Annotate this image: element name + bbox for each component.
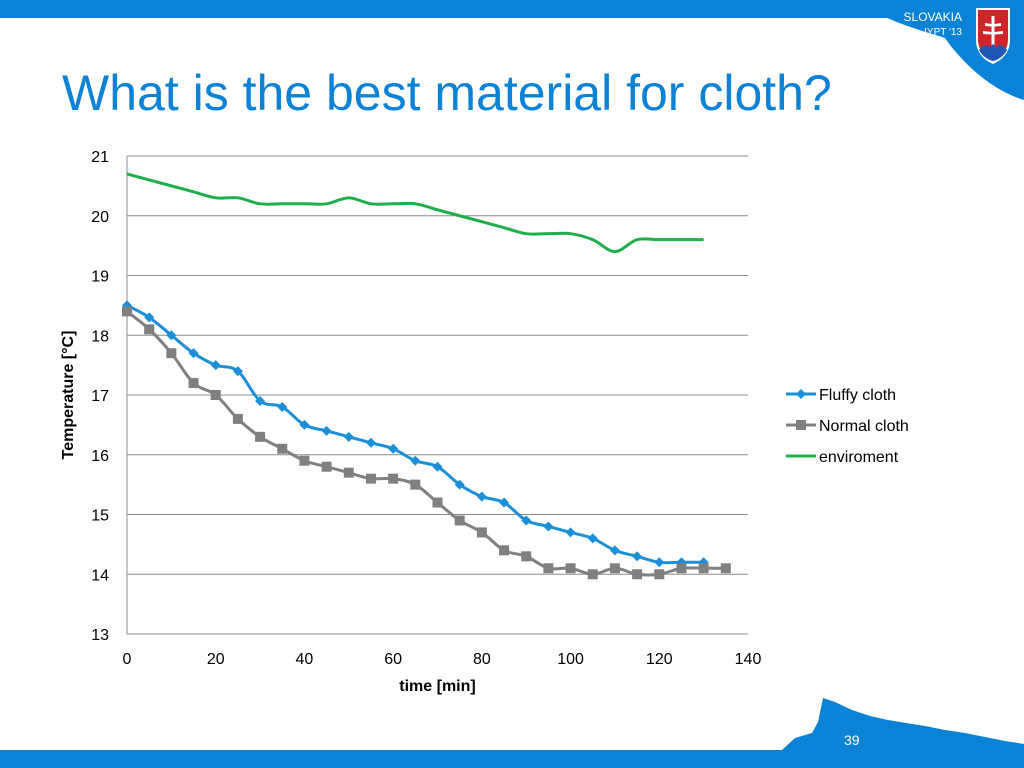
data-point-series-0 [365,437,376,448]
data-point-series-0 [609,545,620,556]
data-point-series-1 [210,390,221,400]
data-point-series-0 [565,527,576,538]
brand-block: SLOVAKIA IYPT '13 [904,10,962,40]
data-point-series-0 [432,461,443,472]
data-point-series-0 [499,497,510,508]
bottom-banner [0,750,1024,768]
data-point-series-1 [410,479,421,490]
data-point-series-0 [454,479,465,490]
x-tick-label: 0 [123,651,132,668]
data-point-series-0 [321,425,332,436]
data-point-series-1 [654,569,665,580]
data-point-series-1 [499,545,510,556]
slovak-coat-of-arms-icon [976,8,1010,64]
legend-swatch-marker [796,420,806,430]
data-point-series-0 [166,330,177,341]
data-point-series-1 [343,467,354,478]
data-point-series-0 [299,419,310,430]
data-point-series-1 [277,443,288,454]
y-tick-label: 18 [91,328,109,345]
data-point-series-0 [410,455,421,466]
y-axis-title: Temperature [°C] [60,331,77,460]
data-point-series-1 [698,563,709,574]
data-point-series-0 [343,431,354,442]
x-tick-label: 140 [735,651,762,668]
series-line-1 [126,310,726,577]
y-tick-label: 19 [91,269,109,286]
y-tick-label: 20 [91,209,109,226]
y-tick-label: 15 [91,508,109,525]
data-point-series-1 [166,348,177,359]
data-point-series-1 [565,563,576,574]
data-point-series-1 [587,569,598,580]
data-point-series-0 [277,401,288,412]
data-point-series-1 [454,515,465,526]
data-point-series-1 [122,306,132,317]
data-point-series-0 [255,395,266,406]
data-point-series-0 [654,557,665,568]
data-point-series-1 [299,455,310,466]
data-point-series-0 [188,348,199,359]
data-point-series-1 [476,527,487,538]
y-tick-label: 14 [91,567,109,584]
x-tick-label: 40 [296,651,314,668]
top-banner [0,0,1024,18]
x-tick-label: 100 [557,651,584,668]
data-point-series-1 [144,324,155,335]
data-point-series-1 [720,563,731,574]
data-point-series-0 [388,443,399,454]
page-number: 39 [844,732,860,748]
data-point-series-0 [587,533,598,544]
legend-label: Fluffy cloth [819,387,896,404]
legend-swatch-marker [796,389,806,399]
data-point-series-1 [321,461,332,472]
data-point-series-0 [476,491,487,502]
brand-country: SLOVAKIA [903,10,962,24]
y-tick-label: 17 [91,388,109,405]
x-tick-label: 60 [384,651,402,668]
y-tick-label: 13 [91,627,109,644]
data-point-series-1 [432,497,443,508]
data-point-series-0 [543,521,554,532]
y-tick-label: 21 [91,149,109,166]
series-line-2 [126,172,704,254]
data-point-series-0 [210,360,221,371]
data-point-series-1 [365,473,376,484]
data-point-series-1 [676,563,687,574]
data-point-series-0 [232,366,243,377]
x-tick-label: 20 [207,651,225,668]
data-point-series-0 [521,515,532,526]
data-point-series-1 [521,551,532,562]
brand-event: IYPT '13 [924,27,962,38]
x-tick-label: 80 [473,651,491,668]
slide-title: What is the best material for cloth? [62,65,832,121]
data-point-series-0 [144,312,155,323]
legend-label: enviroment [819,449,899,466]
data-point-series-1 [188,378,199,389]
y-tick-label: 16 [91,448,109,465]
data-point-series-1 [543,563,554,574]
data-point-series-1 [609,563,620,574]
x-axis-title: time [min] [399,678,475,695]
data-point-series-1 [632,569,643,580]
x-tick-label: 120 [646,651,673,668]
data-point-series-1 [232,413,243,424]
data-point-series-1 [388,473,399,484]
data-point-series-1 [255,431,266,442]
legend-label: Normal cloth [819,418,909,435]
data-point-series-0 [632,551,643,562]
